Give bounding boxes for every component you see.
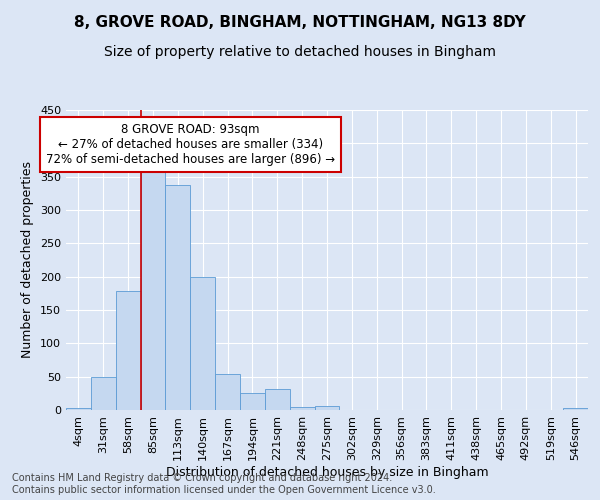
Bar [166,184,190,410]
X-axis label: Distribution of detached houses by size in Bingham: Distribution of detached houses by size … [166,466,488,478]
Text: Contains HM Land Registry data © Crown copyright and database right 2024.
Contai: Contains HM Land Registry data © Crown c… [12,474,436,495]
Bar [91,378,116,410]
Bar [563,408,588,410]
Bar [190,278,215,410]
Bar [215,374,240,410]
Y-axis label: Number of detached properties: Number of detached properties [22,162,34,358]
Bar [265,388,290,410]
Text: Size of property relative to detached houses in Bingham: Size of property relative to detached ho… [104,45,496,59]
Bar [290,406,314,410]
Bar [140,164,166,410]
Bar [116,290,140,410]
Text: 8, GROVE ROAD, BINGHAM, NOTTINGHAM, NG13 8DY: 8, GROVE ROAD, BINGHAM, NOTTINGHAM, NG13… [74,15,526,30]
Text: 8 GROVE ROAD: 93sqm
← 27% of detached houses are smaller (334)
72% of semi-detac: 8 GROVE ROAD: 93sqm ← 27% of detached ho… [46,124,335,166]
Bar [314,406,340,410]
Bar [66,408,91,410]
Bar [240,392,265,410]
